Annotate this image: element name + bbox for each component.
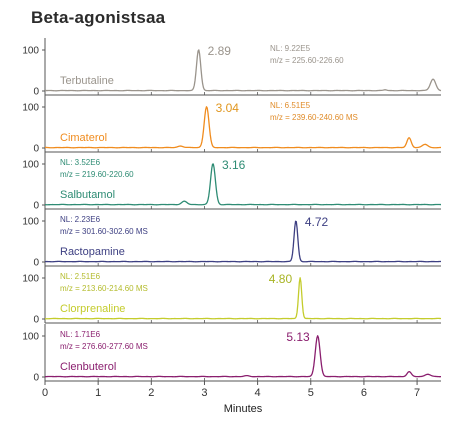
info-line: m/z = 219.60-220.60 (60, 170, 134, 179)
x-tick-label: 1 (95, 387, 101, 399)
info-line: m/z = 225.60-226.60 (270, 56, 344, 65)
peak-rt-label: 4.72 (305, 215, 329, 229)
x-tick-label: 5 (308, 387, 314, 399)
x-tick-label: 4 (255, 387, 261, 399)
y-tick-label: 100 (22, 103, 39, 114)
compound-label: Cimaterol (60, 132, 107, 144)
x-tick-label: 6 (361, 387, 367, 399)
info-line: NL: 9.22E5 (270, 44, 311, 53)
x-axis-label: Minutes (224, 403, 263, 415)
compound-label: Salbutamol (60, 189, 115, 201)
y-tick-label: 100 (22, 46, 39, 57)
x-tick-label: 3 (201, 387, 207, 399)
peak-rt-label: 4.80 (269, 272, 293, 286)
compound-label: Clorprenaline (60, 303, 125, 315)
trace-cimaterol (44, 106, 442, 149)
peak-rt-label: 3.04 (216, 101, 240, 115)
info-line: NL: 2.51E6 (60, 272, 101, 281)
info-line: m/z = 239.60-240.60 MS (270, 113, 358, 122)
y-tick-label: 0 (33, 315, 39, 326)
compound-label: Clenbuterol (60, 361, 116, 373)
y-tick-label: 0 (33, 373, 39, 384)
compound-label: Terbutaline (60, 75, 114, 87)
info-line: NL: 3.52E6 (60, 158, 101, 167)
y-tick-label: 100 (22, 160, 39, 171)
y-tick-label: 0 (33, 201, 39, 212)
y-tick-label: 100 (22, 217, 39, 228)
x-tick-label: 7 (414, 387, 420, 399)
compound-label: Ractopamine (60, 246, 125, 258)
trace-ractopamine (44, 220, 442, 263)
trace-salbutamol (44, 163, 442, 206)
y-tick-label: 100 (22, 332, 39, 343)
x-tick-label: 2 (148, 387, 154, 399)
peak-rt-label: 5.13 (286, 330, 310, 344)
info-line: NL: 1.71E6 (60, 330, 101, 339)
y-tick-label: 100 (22, 274, 39, 285)
trace-terbutaline (44, 49, 442, 92)
info-line: m/z = 276.60-277.60 MS (60, 342, 148, 351)
chart-title: Beta-agonistsaa (31, 8, 166, 27)
x-tick-label: 0 (42, 387, 48, 399)
peak-rt-label: 2.89 (208, 44, 232, 58)
info-line: m/z = 301.60-302.60 MS (60, 227, 148, 236)
y-tick-label: 0 (33, 87, 39, 98)
peak-rt-label: 3.16 (222, 158, 246, 172)
trace-clorprenaline (44, 277, 442, 320)
y-tick-label: 0 (33, 144, 39, 155)
trace-clenbuterol (44, 335, 442, 378)
info-line: NL: 2.23E6 (60, 215, 101, 224)
info-line: m/z = 213.60-214.60 MS (60, 284, 148, 293)
info-line: NL: 6.51E5 (270, 101, 311, 110)
y-tick-label: 0 (33, 258, 39, 269)
